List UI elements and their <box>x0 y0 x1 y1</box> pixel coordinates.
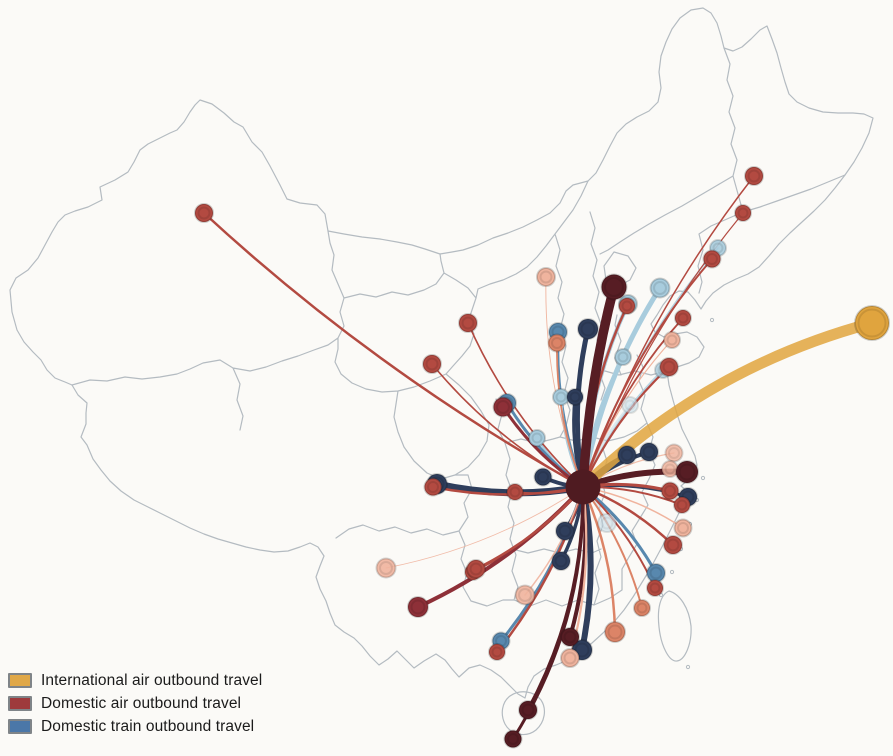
city-dot-domestic-train <box>649 277 671 299</box>
city-dot-domestic-air <box>560 627 580 647</box>
city-dot-domestic-air <box>659 357 679 377</box>
national-border <box>9 7 874 699</box>
city-dot-domestic-air <box>744 166 764 186</box>
international-air-flow-lines <box>577 317 878 493</box>
city-dot-domestic-air <box>664 443 684 463</box>
city-dot-domestic-air <box>503 729 523 749</box>
city-dot-domestic-air <box>663 331 681 349</box>
flow-line-domestic-air <box>526 485 585 712</box>
city-dot-domestic-air <box>518 700 538 720</box>
international-air-endpoint-dot <box>854 305 890 341</box>
city-dot-domestic-train <box>551 551 571 571</box>
city-dot-domestic-air <box>492 396 514 418</box>
city-dot-domestic-air <box>506 483 524 501</box>
city-dot-international-air <box>854 305 890 341</box>
city-dot-domestic-air <box>375 557 397 579</box>
city-dot-domestic-train <box>566 388 584 406</box>
city-dot-domestic-train <box>621 396 639 414</box>
flow-line-domestic-air <box>431 363 584 488</box>
legend-label-domestic-train: Domestic train outbound travel <box>41 717 255 735</box>
legend-swatch-international-air <box>8 673 32 688</box>
city-dot-domestic-air <box>422 354 442 374</box>
city-dot-domestic-air <box>646 579 664 597</box>
flow-line-international-air <box>577 317 878 493</box>
city-dot-domestic-air <box>660 481 680 501</box>
city-dot-domestic-air <box>536 267 556 287</box>
flow-line-domestic-air <box>582 258 713 488</box>
domestic-air-city-dots <box>194 166 764 749</box>
city-dot-domestic-train <box>639 442 659 462</box>
legend-label-domestic-air: Domestic air outbound travel <box>41 694 242 712</box>
flow-line-domestic-air <box>578 282 619 492</box>
city-dot-domestic-air <box>600 273 628 301</box>
legend-item-international-air: International air outbound travel <box>8 672 262 689</box>
city-dot-domestic-air <box>734 204 752 222</box>
city-dot-domestic-air <box>618 297 636 315</box>
hainan-island-outline <box>501 691 546 736</box>
city-dot-domestic-air <box>466 559 486 579</box>
city-dot-domestic-air <box>604 621 626 643</box>
city-dot-domestic-air <box>423 477 443 497</box>
city-dot-domestic-air <box>633 599 651 617</box>
domestic-train-city-dots <box>426 239 727 661</box>
city-dot-domestic-train <box>617 445 637 465</box>
legend-item-domestic-train: Domestic train outbound travel <box>8 718 262 735</box>
legend-swatch-domestic-train <box>8 719 32 734</box>
city-dot-domestic-air <box>673 496 691 514</box>
city-dot-domestic-train <box>577 318 599 340</box>
city-dot-domestic-air <box>458 313 478 333</box>
city-dot-domestic-train <box>528 429 546 447</box>
legend-swatch-domestic-air <box>8 696 32 711</box>
city-dot-domestic-train <box>597 513 617 533</box>
city-dot-domestic-air <box>663 535 683 555</box>
city-dot-domestic-air <box>702 249 722 269</box>
taiwan-island-outline <box>657 590 692 662</box>
city-dot-domestic-air <box>407 596 429 618</box>
city-dot-domestic-air <box>194 203 214 223</box>
origin-hub-dot <box>565 469 601 505</box>
legend: International air outbound travel Domest… <box>8 672 262 735</box>
city-dot-domestic-air <box>674 309 692 327</box>
legend-item-domestic-air: Domestic air outbound travel <box>8 695 262 712</box>
city-dot-domestic-air <box>673 518 693 538</box>
flow-line-domestic-air <box>385 486 584 569</box>
city-dot-domestic-air <box>488 643 506 661</box>
flow-line-domestic-air <box>202 211 585 489</box>
province-borders <box>71 47 846 607</box>
city-dot-domestic-air <box>675 460 699 484</box>
city-dot-domestic-train <box>555 521 575 541</box>
city-dot-domestic-air <box>514 584 536 606</box>
city-dot-domestic-air <box>547 333 567 353</box>
legend-label-international-air: International air outbound travel <box>41 671 263 689</box>
city-dot-domestic-train <box>533 467 553 487</box>
city-dot-domestic-air <box>560 648 580 668</box>
city-dot-domestic-train <box>614 348 632 366</box>
hub-dot <box>565 469 601 505</box>
flow-line-domestic-air <box>467 322 584 488</box>
